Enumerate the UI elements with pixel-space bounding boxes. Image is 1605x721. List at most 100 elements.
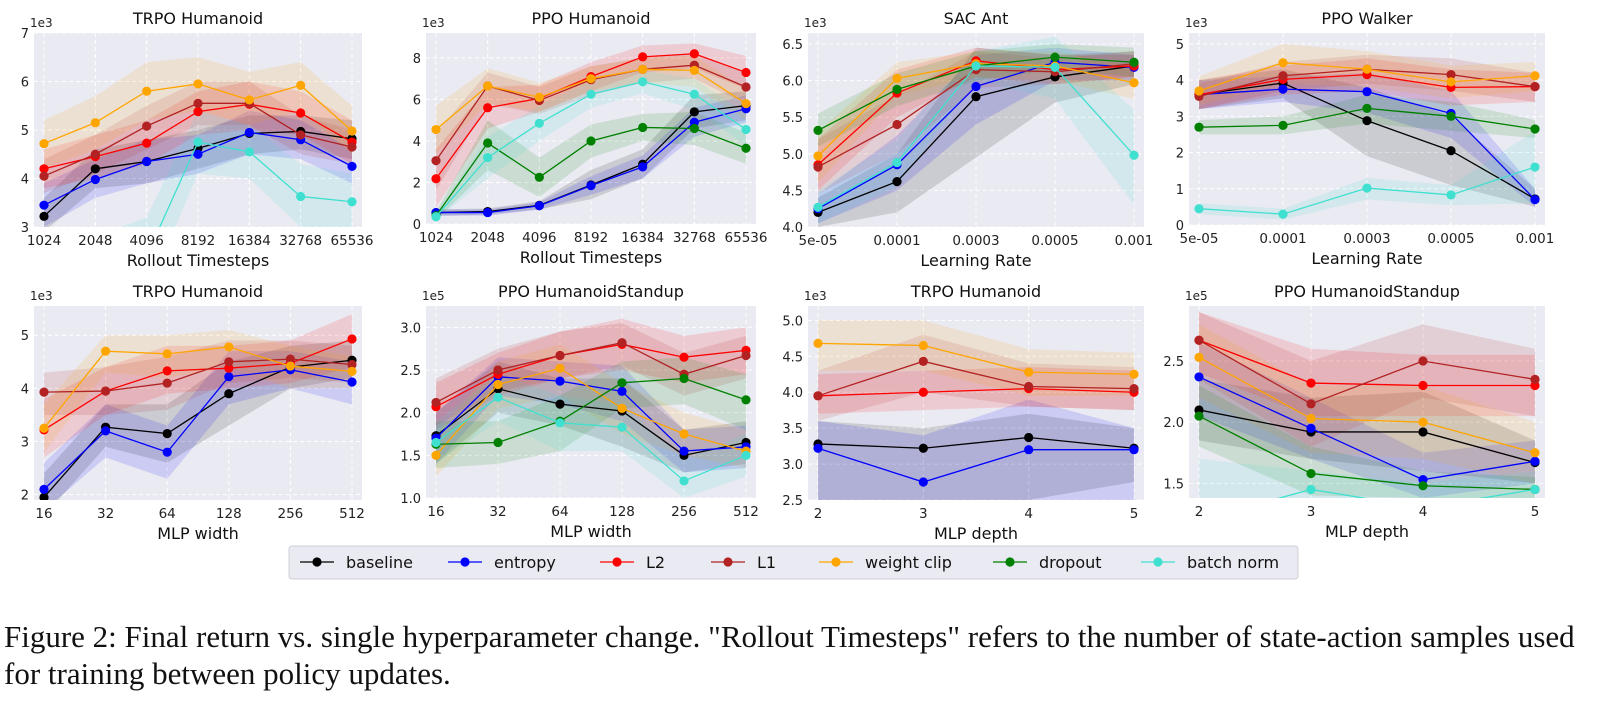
legend-swatch-marker — [1153, 557, 1163, 567]
plot-area — [34, 306, 362, 500]
data-point-batch-norm — [741, 124, 751, 135]
series-line-L2 — [435, 343, 747, 408]
data-point-weight-clip — [1194, 352, 1204, 362]
data-point-weight-clip — [347, 366, 357, 376]
data-point-dropout — [1362, 103, 1372, 113]
data-point-dropout — [689, 123, 699, 134]
data-point-entropy — [971, 81, 981, 92]
data-point-L1 — [142, 121, 152, 131]
data-point-baseline — [918, 443, 928, 453]
series-line-batch-norm — [435, 396, 747, 482]
x-tick-label: 4096 — [522, 230, 556, 246]
series-line-entropy — [817, 447, 1134, 483]
x-axis-label: Rollout Timesteps — [520, 248, 662, 267]
series-line-weight-clip — [1198, 356, 1536, 454]
x-tick-label: 1024 — [27, 233, 61, 249]
data-point-L1 — [90, 149, 100, 159]
x-tick-label: 2 — [1195, 504, 1204, 520]
series-line-weight-clip — [817, 342, 1135, 375]
data-point-baseline — [1362, 116, 1372, 126]
chart-panel-8: 1.5 2.0 2.5 2 3 4 5 PPO HumanoidStandup MLP dept… — [1163, 282, 1545, 541]
data-point-weight-clip — [689, 65, 699, 75]
data-point-batch-norm — [296, 191, 306, 202]
data-point-entropy — [1362, 87, 1372, 97]
x-tick-label: 32768 — [673, 230, 716, 246]
x-tick-label: 0.0001 — [1259, 231, 1306, 247]
data-point-baseline — [1446, 146, 1456, 156]
chart-panel-4: 0 1 2 3 4 5 5e-05 0.0001 0.0003 0.0005 0.001 PPO Wa… — [1176, 9, 1555, 268]
data-point-dropout — [1418, 481, 1428, 491]
x-axis-label: MLP width — [550, 522, 632, 541]
y-tick-label: 2.0 — [1163, 416, 1184, 431]
chart-panel-6: 1.0 1.5 2.0 2.5 3.0 16 32 64 128 256 512 PPO Humano… — [400, 282, 759, 541]
data-point-dropout — [1050, 52, 1060, 62]
x-tick-label: 3 — [919, 506, 928, 522]
data-point-dropout — [493, 437, 503, 448]
data-point-dropout — [617, 378, 627, 388]
x-tick-label: 32768 — [279, 233, 322, 249]
data-point-L1 — [347, 142, 357, 152]
x-tick-label: 512 — [339, 506, 365, 522]
data-point-batch-norm — [493, 392, 503, 402]
band-baseline — [44, 340, 352, 500]
band-dropout — [1199, 385, 1535, 498]
data-point-L1 — [1278, 71, 1288, 81]
legend-item-entropy: entropy — [448, 553, 556, 572]
data-point-dropout — [741, 143, 751, 153]
band-entropy — [44, 110, 352, 227]
data-point-dropout — [1194, 122, 1204, 132]
legend-box — [288, 545, 1299, 580]
band-L1 — [1199, 54, 1535, 110]
x-tick-label: 5 — [1531, 504, 1540, 520]
data-point-dropout — [638, 122, 648, 133]
y-tick-label: 5 — [21, 329, 29, 344]
data-point-batch-norm — [1194, 204, 1204, 214]
data-point-weight-clip — [39, 138, 49, 149]
data-point-weight-clip — [813, 151, 823, 161]
x-tick-label: 65536 — [725, 230, 768, 246]
x-tick-label: 5e-05 — [1180, 231, 1219, 247]
band-entropy — [436, 95, 746, 216]
y-tick-label: 6.5 — [782, 38, 803, 53]
data-point-dropout — [586, 136, 596, 146]
band-L2 — [1199, 312, 1535, 417]
data-point-weight-clip — [296, 80, 306, 90]
y-tick-label: 3.5 — [782, 422, 803, 437]
data-point-weight-clip — [1530, 71, 1540, 81]
data-point-dropout — [892, 84, 902, 94]
y-tick-label: 2 — [21, 489, 29, 504]
plot-area — [1189, 306, 1545, 498]
x-tick-label: 32 — [97, 506, 114, 522]
x-tick-label: 8192 — [574, 230, 608, 246]
band-baseline — [818, 413, 1134, 500]
data-point-batch-norm — [1446, 190, 1456, 200]
legend-swatch-marker — [612, 557, 622, 567]
data-point-batch-norm — [971, 61, 981, 71]
data-point-dropout — [813, 125, 823, 135]
chart-title: SAC Ant — [944, 9, 1009, 28]
band-L1 — [436, 323, 746, 426]
band-weight-clip — [436, 55, 746, 154]
data-point-entropy — [244, 127, 254, 138]
band-batch-norm — [818, 36, 1134, 224]
data-point-L1 — [1306, 399, 1316, 409]
data-point-weight-clip — [679, 429, 689, 439]
band-entropy — [1199, 342, 1535, 498]
band-baseline — [44, 115, 352, 227]
x-axis-label: MLP depth — [934, 524, 1018, 543]
data-point-L2 — [483, 103, 493, 113]
band-weight-clip — [818, 320, 1134, 396]
y-tick-label: 3 — [1176, 110, 1184, 125]
data-point-L1 — [296, 130, 306, 140]
band-baseline — [436, 91, 746, 216]
x-tick-label: 2048 — [78, 233, 112, 249]
data-point-entropy — [224, 372, 234, 382]
data-point-L1 — [1530, 374, 1540, 384]
data-point-batch-norm — [431, 212, 441, 222]
data-point-L1 — [193, 98, 203, 108]
data-point-entropy — [813, 443, 823, 453]
data-point-dropout — [1530, 124, 1540, 134]
figure-caption: Figure 2: Final return vs. single hyperp… — [4, 619, 1575, 691]
chart-title: PPO Walker — [1321, 9, 1413, 28]
